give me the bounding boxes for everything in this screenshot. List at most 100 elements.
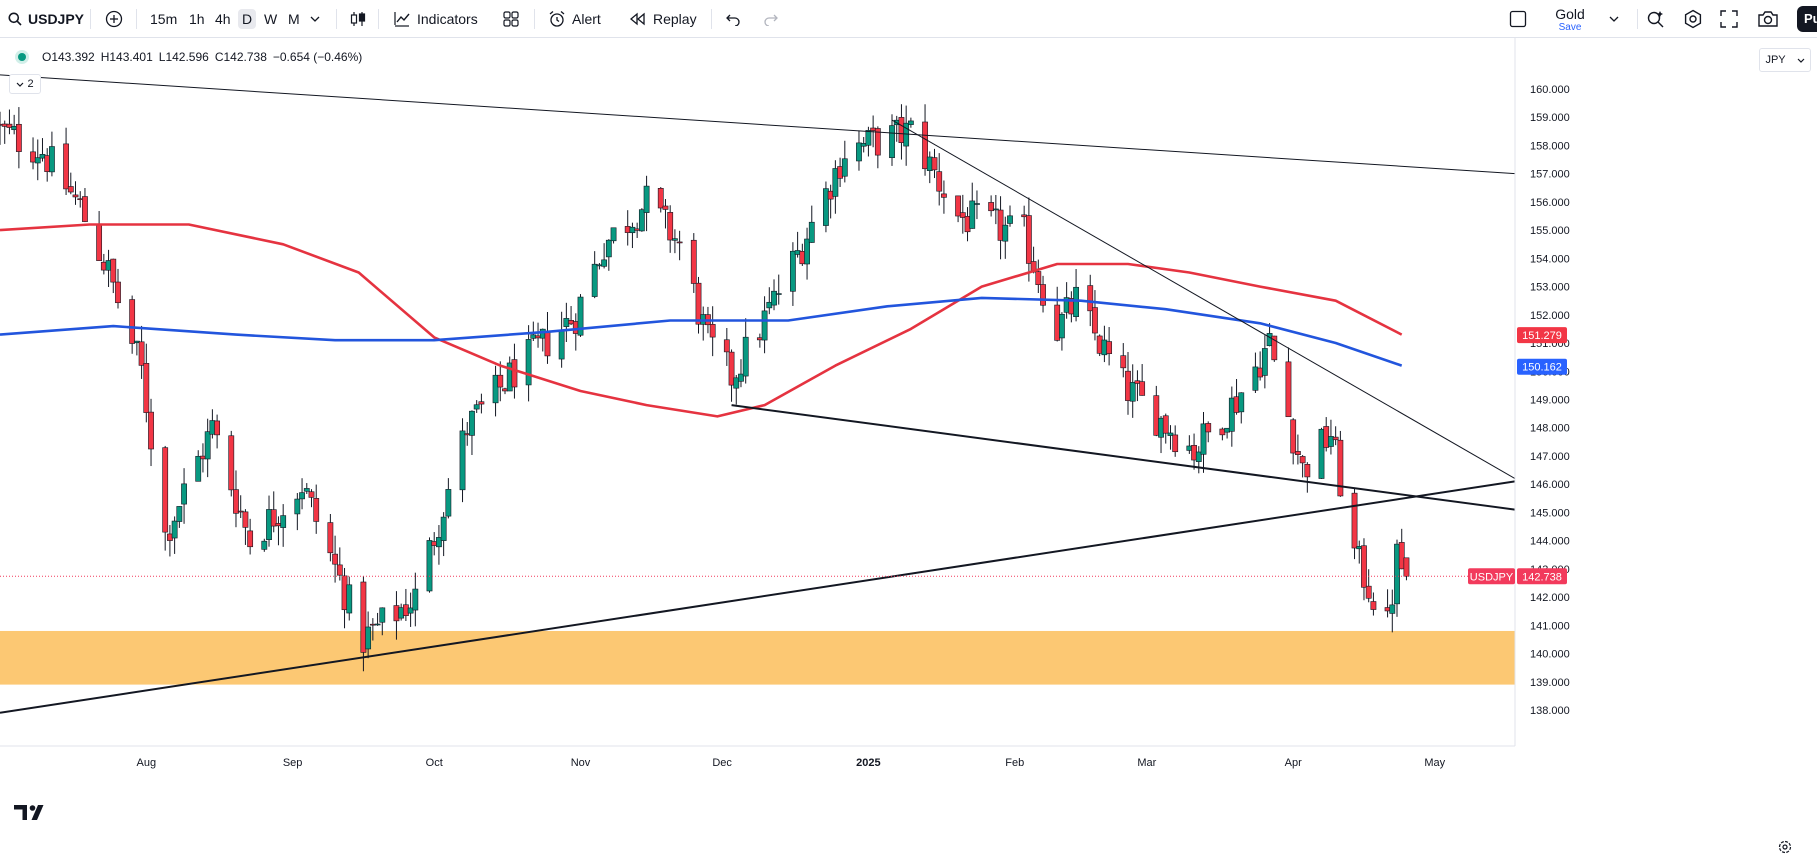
price-tick-label: 149.000 — [1530, 395, 1570, 407]
alert-button[interactable]: Alert — [548, 0, 601, 38]
candle-body — [1337, 439, 1344, 497]
chart-type-button[interactable] — [349, 0, 367, 38]
candle-body — [365, 626, 372, 650]
candle-body — [1120, 355, 1127, 369]
candle-body — [1205, 423, 1212, 433]
interval-m[interactable]: M — [288, 11, 300, 27]
candle-body — [233, 489, 239, 514]
candle-body — [426, 540, 433, 592]
candle-body — [1106, 341, 1113, 354]
candle-body — [992, 208, 999, 211]
redo-button[interactable] — [763, 0, 779, 38]
indicators-button[interactable]: Indicators — [393, 0, 478, 38]
tradingview-logo-icon — [14, 805, 44, 820]
price-tick-label: 140.000 — [1530, 649, 1570, 661]
candle-body — [1304, 464, 1311, 478]
fullscreen-button[interactable] — [1720, 0, 1738, 38]
currency-selector[interactable]: JPY — [1759, 48, 1811, 72]
candle-body — [308, 491, 315, 498]
candle-body — [473, 404, 480, 410]
candle-body — [1172, 434, 1179, 453]
candle-body — [771, 290, 777, 306]
time-tick-label: Mar — [1137, 757, 1156, 769]
candle-body — [742, 336, 749, 377]
time-tick-label: Nov — [571, 757, 591, 769]
interval-15m[interactable]: 15m — [150, 11, 178, 27]
candle-body — [336, 564, 343, 576]
templates-button[interactable] — [502, 0, 520, 38]
interval-1h[interactable]: 1h — [189, 11, 205, 27]
gear-icon — [1684, 9, 1702, 29]
candle-body — [96, 223, 103, 261]
time-tick-label: Sep — [283, 757, 303, 769]
chart-settings-button[interactable] — [1778, 840, 1792, 858]
candle-body — [511, 359, 518, 388]
candle-body — [922, 121, 928, 170]
trendline — [731, 404, 1515, 511]
top-toolbar: USDJPY 15m 1h 4h D W M Indicators — [0, 0, 1817, 38]
candle-body — [1398, 542, 1405, 570]
layout-dropdown[interactable] — [1609, 0, 1619, 38]
candle-body — [440, 516, 447, 541]
candle-body — [162, 447, 169, 533]
candle-body — [974, 203, 980, 205]
chevron-down-icon — [17, 82, 24, 87]
last-price-text: 142.738 — [1522, 571, 1562, 583]
candle-body — [299, 492, 305, 500]
plot-area — [0, 74, 1515, 714]
publish-button[interactable]: Pu — [1797, 6, 1817, 32]
fullscreen-icon — [1720, 10, 1738, 28]
price-tick-label: 148.000 — [1530, 423, 1570, 435]
candle-body — [690, 239, 697, 284]
search-icon — [8, 12, 22, 26]
candle-body — [176, 506, 183, 522]
series-value-text: 150.162 — [1522, 362, 1562, 374]
replay-button[interactable]: Replay — [629, 0, 697, 38]
candle-body — [959, 212, 966, 218]
interval-dropdown[interactable] — [310, 0, 320, 38]
candle-body — [1228, 397, 1235, 432]
candle-body — [808, 221, 815, 243]
moving-average-red — [0, 223, 1403, 418]
legend-change: −0.654 (−0.46%) — [272, 50, 363, 64]
settings-button[interactable] — [1683, 0, 1703, 38]
time-tick-label: Aug — [137, 757, 157, 769]
candle-body — [761, 310, 768, 341]
undo-button[interactable] — [725, 0, 741, 38]
snapshot-button[interactable] — [1757, 0, 1779, 38]
chevron-down-icon — [310, 16, 320, 22]
price-tick-label: 146.000 — [1530, 479, 1570, 491]
camera-icon — [1758, 11, 1778, 27]
candle-body — [889, 125, 895, 159]
indicators-icon — [394, 12, 410, 27]
candle-body — [6, 123, 13, 128]
candle-body — [436, 537, 442, 548]
symbol-label — [1468, 568, 1515, 585]
compare-button[interactable] — [105, 0, 123, 38]
symbol-search[interactable]: USDJPY — [8, 0, 84, 38]
candle-body — [1328, 436, 1334, 447]
candle-body — [1040, 284, 1046, 306]
price-tick-label: 142.000 — [1530, 592, 1570, 604]
chevron-down-icon — [1609, 16, 1619, 22]
candle-body — [303, 488, 310, 492]
layout-toggle-button[interactable] — [1509, 0, 1527, 38]
interval-w[interactable]: W — [264, 11, 278, 27]
indicators-collapse-button[interactable]: 2 — [9, 74, 41, 94]
candle-body — [171, 520, 178, 539]
candle-body — [657, 188, 664, 209]
candle-body — [379, 607, 386, 623]
candle-body — [110, 258, 117, 283]
quick-search-button[interactable] — [1646, 0, 1666, 38]
price-tick-label: 155.000 — [1530, 225, 1570, 237]
time-tick-label: Feb — [1005, 757, 1024, 769]
price-chart[interactable]: 160.000 159.000 158.000 157.000 156.000 155.0… — [0, 38, 1817, 863]
interval-d[interactable]: D — [238, 0, 257, 38]
candle-body — [865, 130, 872, 146]
candle-body — [1167, 432, 1174, 436]
candle-body — [30, 151, 36, 163]
interval-4h[interactable]: 4h — [215, 11, 231, 27]
series-value-label — [1517, 327, 1567, 344]
candle-body — [1294, 451, 1301, 455]
layout-name-button[interactable]: Gold Save — [1555, 6, 1585, 33]
